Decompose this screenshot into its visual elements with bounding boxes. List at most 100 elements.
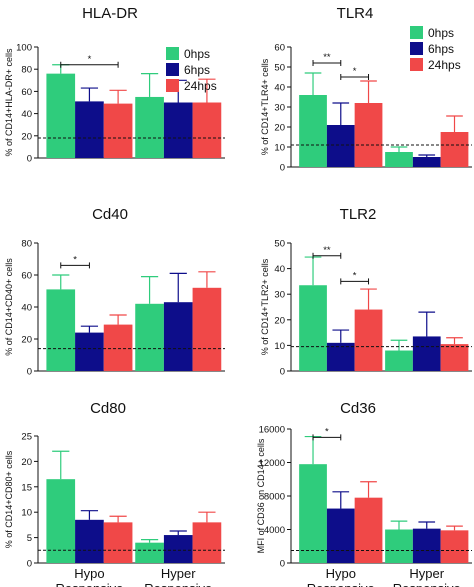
panel-title: Cd80 [90, 400, 126, 417]
y-tick-label: 40 [21, 109, 32, 120]
panel-0: HLA-DR % of CD14+HLA-DR+ cells 0 20 40 60 80 10… [4, 5, 225, 165]
legend-swatch [166, 63, 179, 76]
y-tick-label: 4000 [264, 525, 285, 536]
bar [440, 530, 469, 563]
bar [385, 350, 413, 371]
bar [46, 73, 76, 158]
legend-swatch [166, 47, 179, 60]
y-axis-label: % of CD14+HLA-DR+ cells [4, 48, 14, 157]
y-axis-label: % of CD14+TLR2+ cells [260, 258, 270, 355]
legend-label: 24hps [428, 58, 461, 72]
y-tick-label: 20 [21, 131, 32, 142]
bar [135, 96, 164, 158]
significance-label: * [73, 254, 77, 265]
legend-label: 0hps [428, 26, 454, 40]
significance-label: ** [323, 245, 331, 256]
significance-label: ** [323, 52, 331, 63]
y-tick-label: 50 [274, 239, 285, 250]
y-tick-label: 16000 [259, 425, 285, 436]
bar [192, 287, 222, 371]
significance-label: * [353, 270, 357, 281]
bar [163, 302, 193, 371]
y-tick-label: 80 [21, 239, 32, 250]
y-tick-label: 20 [274, 315, 285, 326]
panel-title: Cd36 [340, 400, 376, 417]
significance-label: * [88, 54, 92, 65]
category-label: Responsive [307, 581, 375, 587]
category-label: Hyper [409, 566, 444, 581]
legend-label: 24hps [184, 79, 217, 93]
bar [75, 101, 104, 158]
bar [192, 522, 222, 563]
y-tick-label: 5 [27, 533, 32, 544]
y-tick-label: 20 [21, 457, 32, 468]
y-tick-label: 60 [21, 87, 32, 98]
bar [440, 344, 469, 371]
y-axis-label: % of CD14+CD40+ cells [4, 258, 14, 356]
significance-label: * [353, 66, 357, 77]
bar [326, 342, 355, 371]
panel-2: Cd40 % of CD14+CD40+ cells 0 20 40 60 80 * [4, 206, 225, 378]
y-tick-label: 0 [27, 559, 32, 570]
panel-4: Cd80% of CD14+CD80+ cells0510152025HypoR… [4, 400, 225, 587]
y-tick-label: 30 [274, 290, 285, 301]
bar [103, 103, 133, 158]
bar [46, 289, 76, 371]
y-tick-label: 0 [280, 163, 285, 174]
y-tick-label: 10 [21, 508, 32, 519]
y-tick-label: 20 [274, 123, 285, 134]
bar [103, 324, 133, 371]
legend-label: 0hps [184, 47, 210, 61]
bar [440, 132, 469, 167]
y-tick-label: 80 [21, 65, 32, 76]
panel-title: HLA-DR [82, 5, 138, 22]
category-label: Responsive [144, 581, 212, 587]
panel-title: TLR2 [340, 206, 377, 223]
category-label: Hypo [326, 566, 356, 581]
category-label: Hypo [74, 566, 104, 581]
legend-swatch [166, 79, 179, 92]
y-axis-label: % of CD14+CD80+ cells [4, 450, 14, 548]
category-label: Hyper [161, 566, 196, 581]
category-label: Responsive [55, 581, 123, 587]
panel-title: TLR4 [337, 5, 374, 22]
y-tick-label: 30 [274, 103, 285, 114]
y-tick-label: 0 [27, 367, 32, 378]
legend-swatch [410, 58, 423, 71]
legend-swatch [410, 42, 423, 55]
panel-title: Cd40 [92, 206, 128, 223]
bar [299, 464, 327, 563]
bar [326, 125, 355, 167]
y-tick-label: 0 [280, 367, 285, 378]
legend-label: 6hps [184, 63, 210, 77]
y-tick-label: 12000 [259, 458, 285, 469]
y-tick-label: 25 [21, 432, 32, 443]
bar [192, 102, 222, 158]
bar [163, 102, 193, 158]
y-tick-label: 0 [27, 154, 32, 165]
significance-label: * [325, 426, 329, 437]
y-tick-label: 20 [21, 335, 32, 346]
y-tick-label: 100 [16, 43, 32, 54]
bar [412, 336, 441, 371]
category-label: Responsive [393, 581, 461, 587]
bar [135, 542, 164, 563]
y-tick-label: 40 [274, 264, 285, 275]
y-tick-label: 15 [21, 482, 32, 493]
y-tick-label: 40 [21, 303, 32, 314]
bar [299, 95, 327, 167]
panel-5: Cd36 MFI of CD36 on CD14+ cells 0 4000 8000 1… [256, 400, 472, 587]
bar [75, 519, 104, 563]
legend-label: 6hps [428, 42, 454, 56]
bar [412, 528, 441, 563]
panel-1: TLR4% of CD14+TLR4+ cells0102030405060**… [260, 5, 472, 174]
bar [75, 332, 104, 371]
bar [299, 285, 327, 371]
bar [326, 508, 355, 563]
bar [385, 529, 413, 563]
y-axis-label: MFI of CD36 on CD14+ cells [256, 438, 266, 553]
y-tick-label: 8000 [264, 492, 285, 503]
bar [354, 103, 383, 167]
bar [103, 522, 133, 563]
